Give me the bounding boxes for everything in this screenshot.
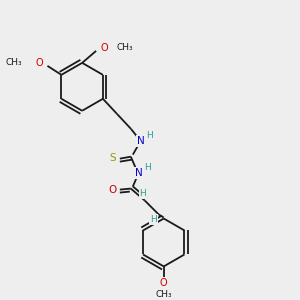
Text: H: H bbox=[150, 215, 157, 224]
Text: H: H bbox=[140, 189, 146, 198]
Text: CH₃: CH₃ bbox=[6, 58, 22, 68]
Text: CH₃: CH₃ bbox=[116, 44, 133, 52]
Text: O: O bbox=[100, 43, 108, 53]
Text: O: O bbox=[160, 278, 168, 288]
Text: CH₃: CH₃ bbox=[155, 290, 172, 299]
Text: O: O bbox=[109, 184, 117, 195]
Text: N: N bbox=[137, 136, 145, 146]
Text: O: O bbox=[36, 58, 43, 68]
Text: H: H bbox=[146, 131, 153, 140]
Text: H: H bbox=[144, 163, 151, 172]
Text: S: S bbox=[110, 153, 116, 163]
Text: N: N bbox=[135, 168, 143, 178]
